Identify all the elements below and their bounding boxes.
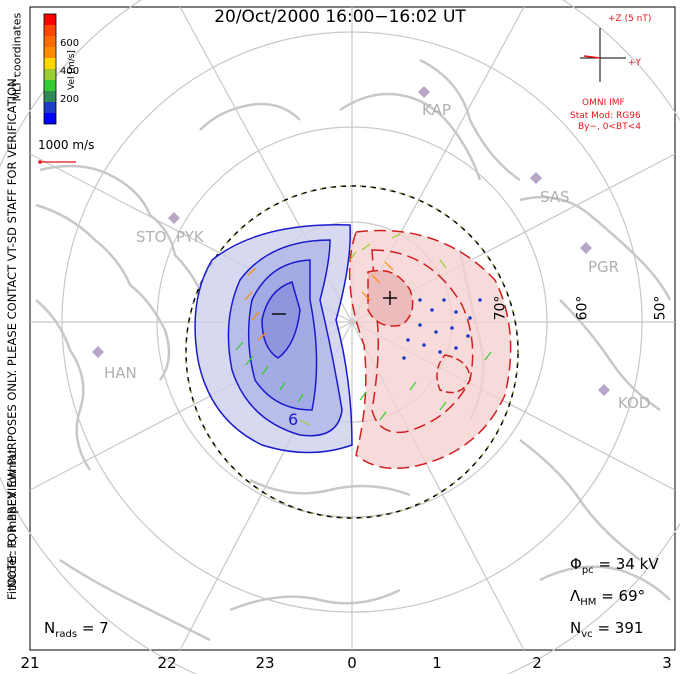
n-vc-stat: Nvc = 391 — [570, 619, 643, 640]
latitude-label-60: 60° — [574, 295, 591, 321]
latitude-label-70: 70° — [492, 295, 509, 321]
velocity-colorbar — [43, 13, 57, 125]
station-markers — [92, 86, 610, 396]
velocity-dots — [402, 298, 482, 360]
scale-vector-label: 1000 m/s — [38, 138, 95, 152]
map-title: 20/Oct/2000 16:00−16:02 UT — [214, 7, 466, 27]
station-label-kap: KAP — [422, 101, 451, 119]
mlt-label-22: 22 — [157, 654, 177, 672]
fit-order-note: FitOrder: 8, mapEX format — [5, 449, 19, 600]
station-label-sto: STO — [136, 228, 167, 246]
imf-dial — [580, 28, 626, 82]
station-label-pgr: PGR — [588, 258, 620, 276]
colorbar-tick-400: 400 — [60, 66, 80, 77]
n-vc-symbol: N — [570, 619, 582, 637]
mlt-label-0: 0 — [347, 654, 357, 672]
n-vc-subscript: vc — [581, 629, 593, 640]
n-rads-subscript: rads — [55, 629, 78, 640]
mlt-label-1: 1 — [432, 654, 442, 672]
imf-source: OMNI IMF — [582, 98, 625, 108]
phi-pc-stat: Φpc = 34 kV — [570, 555, 659, 576]
station-marker-sas — [530, 172, 542, 184]
positive-convection-cell — [348, 229, 512, 470]
station-label-kod: KOD — [618, 394, 651, 412]
lambda-hm-value: = 69° — [601, 587, 646, 605]
phi-pc-value: = 34 kV — [598, 555, 659, 573]
mlt-label-3: 3 — [662, 654, 672, 672]
mlt-label-2: 2 — [532, 654, 542, 672]
lambda-hm-subscript: HM — [580, 597, 597, 608]
station-marker-han — [92, 346, 104, 358]
mlt-grid — [29, 6, 676, 651]
imf-model: Stat Mod: RG96 — [570, 111, 641, 121]
coordinates-label: MLT coordinates — [10, 12, 24, 102]
velocity-vectors — [235, 233, 492, 426]
scale-vector-arrow — [38, 160, 76, 164]
latitude-label-50: 50° — [652, 295, 669, 321]
station-marker-kap — [418, 86, 430, 98]
n-rads-value: = 7 — [81, 619, 109, 637]
hm-boundary-vectors — [185, 185, 519, 519]
imf-plus-z: +Z (5 nT) — [608, 14, 652, 24]
potential-extrema — [272, 291, 397, 315]
colorbar-tick-200: 200 — [60, 94, 80, 105]
imf-plus-y: +Y — [628, 58, 642, 68]
mlt-label-21: 21 — [20, 654, 40, 672]
n-vc-value: = 391 — [597, 619, 644, 637]
station-marker-sto — [168, 212, 180, 224]
station-label-sas: SAS — [540, 188, 570, 206]
station-marker-kod — [598, 384, 610, 396]
lambda-hm-stat: ΛHM = 69° — [570, 587, 645, 608]
colorbar-tick-600: 600 — [60, 38, 80, 49]
contour-label-6: 6 — [288, 410, 299, 429]
imf-condition: By−, 0<BT<4 — [578, 122, 641, 132]
phi-pc-symbol: Φ — [570, 555, 582, 573]
negative-convection-cell — [194, 224, 353, 454]
phi-pc-subscript: pc — [581, 565, 594, 576]
lambda-hm-symbol: Λ — [570, 587, 581, 605]
mlt-label-23: 23 — [255, 654, 275, 672]
station-label-pyk: PYK — [176, 228, 204, 246]
n-rads-symbol: N — [44, 619, 56, 637]
station-marker-pgr — [580, 242, 592, 254]
station-label-han: HAN — [104, 364, 137, 382]
n-rads-stat: Nrads = 7 — [44, 619, 109, 640]
coastlines — [35, 58, 672, 642]
